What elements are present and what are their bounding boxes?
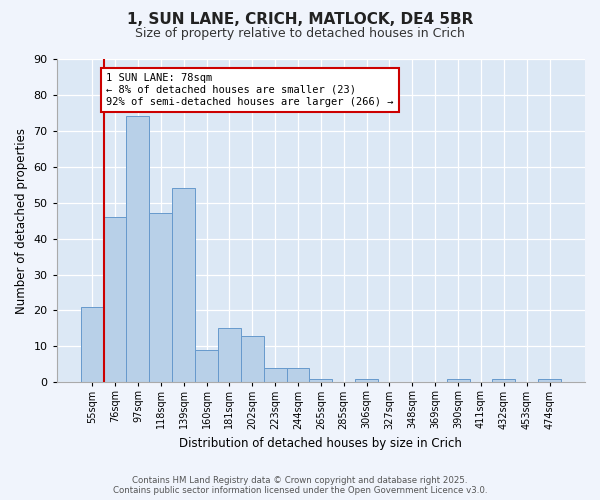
Text: 1 SUN LANE: 78sqm
← 8% of detached houses are smaller (23)
92% of semi-detached : 1 SUN LANE: 78sqm ← 8% of detached house… xyxy=(106,74,394,106)
Bar xyxy=(263,368,287,382)
Bar xyxy=(241,336,263,382)
Bar xyxy=(127,116,149,382)
Bar xyxy=(149,214,172,382)
Text: Size of property relative to detached houses in Crich: Size of property relative to detached ho… xyxy=(135,28,465,40)
Bar xyxy=(310,379,332,382)
Bar xyxy=(218,328,241,382)
Bar xyxy=(195,350,218,382)
Bar xyxy=(172,188,195,382)
Y-axis label: Number of detached properties: Number of detached properties xyxy=(15,128,28,314)
Bar xyxy=(446,379,470,382)
Bar xyxy=(538,379,561,382)
Bar xyxy=(104,217,127,382)
X-axis label: Distribution of detached houses by size in Crich: Distribution of detached houses by size … xyxy=(179,437,462,450)
Text: Contains HM Land Registry data © Crown copyright and database right 2025.
Contai: Contains HM Land Registry data © Crown c… xyxy=(113,476,487,495)
Bar xyxy=(493,379,515,382)
Bar xyxy=(287,368,310,382)
Text: 1, SUN LANE, CRICH, MATLOCK, DE4 5BR: 1, SUN LANE, CRICH, MATLOCK, DE4 5BR xyxy=(127,12,473,28)
Bar xyxy=(355,379,378,382)
Bar xyxy=(81,307,104,382)
